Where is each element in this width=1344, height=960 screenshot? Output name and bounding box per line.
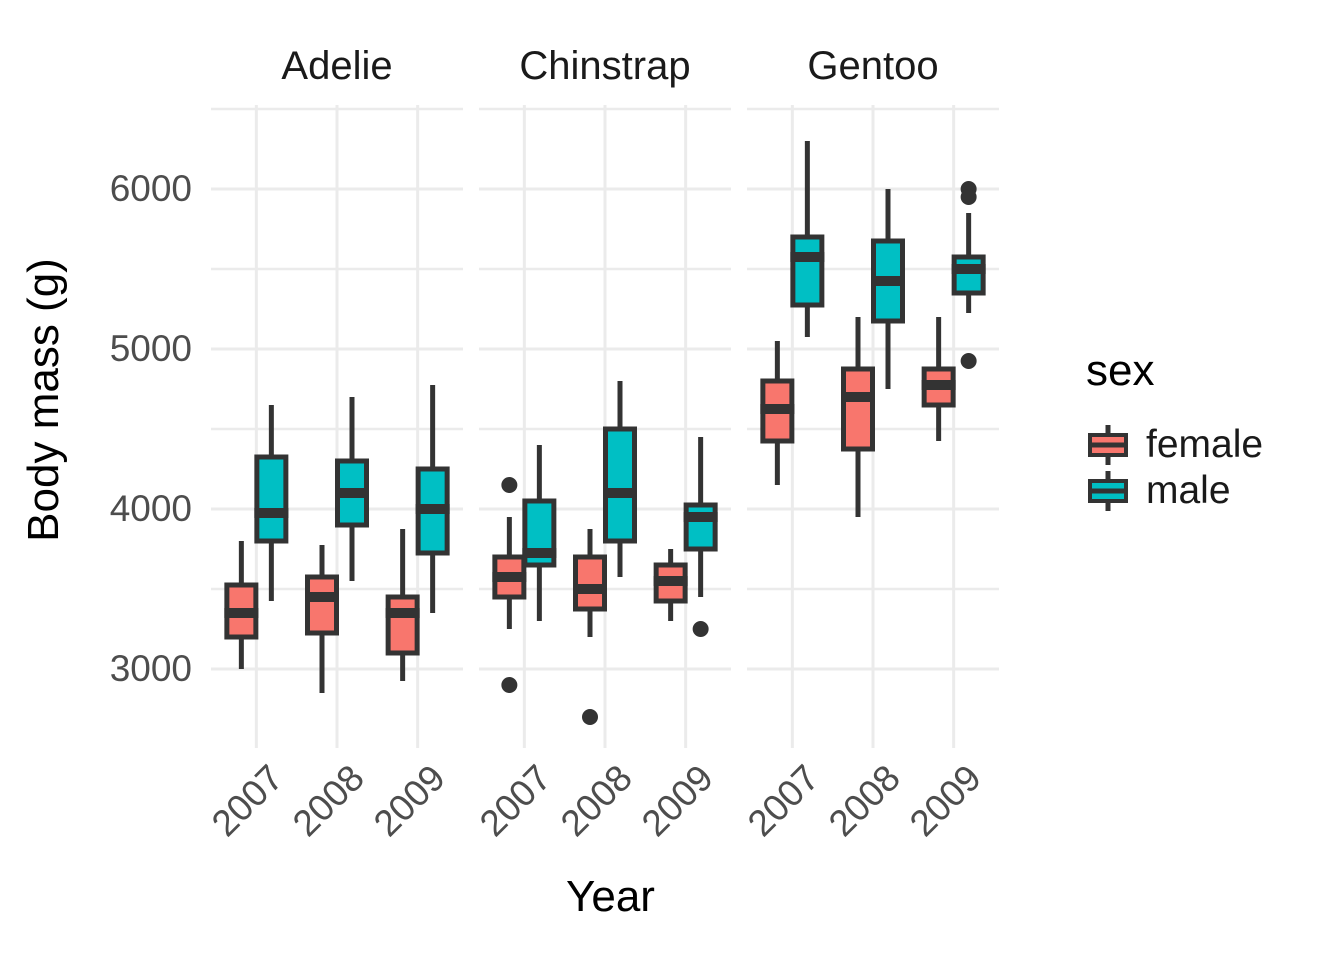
legend-entry-female: female bbox=[1086, 422, 1336, 468]
legend-entry-male: male bbox=[1086, 468, 1336, 514]
y-tick-label: 6000 bbox=[109, 168, 192, 209]
y-tick-label: 5000 bbox=[109, 328, 192, 369]
outlier-point bbox=[582, 709, 598, 725]
legend-label: female bbox=[1146, 423, 1264, 466]
y-tick-label: 4000 bbox=[109, 488, 192, 529]
y-tick-label: 3000 bbox=[109, 648, 192, 689]
facet-label-adelie: Adelie bbox=[281, 44, 393, 88]
legend-label: male bbox=[1146, 469, 1231, 512]
boxplot-box bbox=[790, 234, 825, 308]
boxplot-box bbox=[841, 366, 875, 452]
legend-key-boxplot-icon bbox=[1088, 471, 1128, 511]
boxplot-box bbox=[385, 594, 420, 656]
outlier-point bbox=[960, 189, 977, 205]
legend: sex female male bbox=[1086, 346, 1336, 514]
facet-label-gentoo: Gentoo bbox=[807, 44, 939, 88]
outlier-point bbox=[501, 677, 518, 693]
boxplot-box bbox=[573, 554, 607, 612]
facet-label-chinstrap: Chinstrap bbox=[519, 44, 691, 88]
outlier-point bbox=[960, 353, 977, 369]
legend-key-boxplot-icon bbox=[1088, 425, 1128, 465]
boxplot-box bbox=[254, 454, 289, 544]
legend-entries: female male bbox=[1086, 422, 1336, 514]
legend-title: sex bbox=[1086, 346, 1155, 395]
boxplot-box bbox=[305, 574, 339, 636]
outlier-point bbox=[501, 477, 518, 493]
boxplot-box bbox=[683, 502, 718, 552]
boxplot-box bbox=[603, 426, 637, 544]
x-axis-title: Year bbox=[566, 872, 655, 921]
boxplot-box bbox=[951, 254, 986, 296]
outlier-point bbox=[692, 621, 709, 637]
